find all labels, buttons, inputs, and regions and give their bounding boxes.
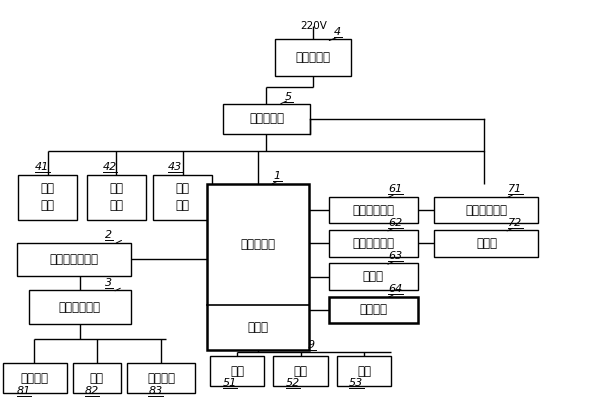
- Bar: [434, 230, 538, 257]
- Bar: [329, 297, 418, 323]
- Text: 52: 52: [286, 378, 300, 388]
- Text: 患体: 患体: [90, 371, 104, 385]
- Bar: [29, 290, 131, 324]
- Text: 72: 72: [508, 218, 523, 228]
- Bar: [207, 184, 309, 350]
- Text: 43: 43: [168, 162, 183, 172]
- Text: 81: 81: [17, 386, 31, 396]
- Bar: [73, 363, 121, 393]
- Text: 4: 4: [334, 27, 341, 37]
- Bar: [223, 104, 310, 134]
- Text: 监视器: 监视器: [476, 237, 497, 250]
- Text: 鼠标: 鼠标: [230, 364, 244, 378]
- Text: 光学定位追踪仪: 光学定位追踪仪: [50, 253, 98, 266]
- Bar: [3, 363, 67, 393]
- Text: 53: 53: [349, 378, 364, 388]
- Bar: [17, 243, 131, 276]
- Text: 视频输入接口: 视频输入接口: [352, 203, 394, 217]
- Text: 1: 1: [273, 171, 281, 181]
- Text: 62: 62: [388, 218, 403, 228]
- Text: 64: 64: [388, 284, 403, 294]
- Bar: [18, 175, 77, 220]
- Text: 刚性定位工具: 刚性定位工具: [59, 300, 101, 314]
- Text: 脚踏: 脚踏: [357, 364, 371, 378]
- Text: 220V: 220V: [300, 21, 327, 31]
- Bar: [329, 263, 418, 290]
- Text: 41: 41: [35, 162, 50, 172]
- Bar: [127, 363, 195, 393]
- Bar: [329, 230, 418, 257]
- Text: 键盘: 键盘: [293, 364, 308, 378]
- Bar: [337, 356, 391, 386]
- Text: 5: 5: [284, 92, 292, 102]
- Text: 软件包: 软件包: [247, 321, 268, 334]
- Text: 图像输入设备: 图像输入设备: [465, 203, 508, 217]
- Text: 71: 71: [508, 184, 523, 194]
- Bar: [87, 175, 146, 220]
- Bar: [153, 175, 212, 220]
- Text: 83: 83: [148, 386, 163, 396]
- Text: 视频输出接口: 视频输出接口: [352, 237, 394, 250]
- Text: 网络接口: 网络接口: [359, 303, 387, 317]
- Text: 82: 82: [85, 386, 99, 396]
- Text: 手术工具: 手术工具: [21, 371, 49, 385]
- Text: 42: 42: [103, 162, 117, 172]
- Text: 光盘
设备: 光盘 设备: [109, 182, 123, 212]
- Text: 3: 3: [105, 278, 112, 288]
- Text: 影像工作站: 影像工作站: [240, 238, 275, 251]
- Bar: [210, 356, 264, 386]
- Bar: [329, 197, 418, 223]
- Text: 9: 9: [307, 340, 315, 350]
- Text: 51: 51: [223, 378, 237, 388]
- Text: 绝缘变压器: 绝缘变压器: [296, 51, 330, 64]
- Text: 不间断电源: 不间断电源: [249, 112, 284, 126]
- Bar: [273, 356, 328, 386]
- Text: 2: 2: [105, 230, 112, 240]
- Bar: [275, 39, 351, 76]
- Text: 打印机: 打印机: [363, 270, 384, 283]
- Bar: [434, 197, 538, 223]
- Text: 61: 61: [388, 184, 403, 194]
- Text: 63: 63: [388, 251, 403, 261]
- Text: 配准探针: 配准探针: [147, 371, 175, 385]
- Text: 磁盘
设备: 磁盘 设备: [41, 182, 55, 212]
- Text: 磁带
设备: 磁带 设备: [175, 182, 190, 212]
